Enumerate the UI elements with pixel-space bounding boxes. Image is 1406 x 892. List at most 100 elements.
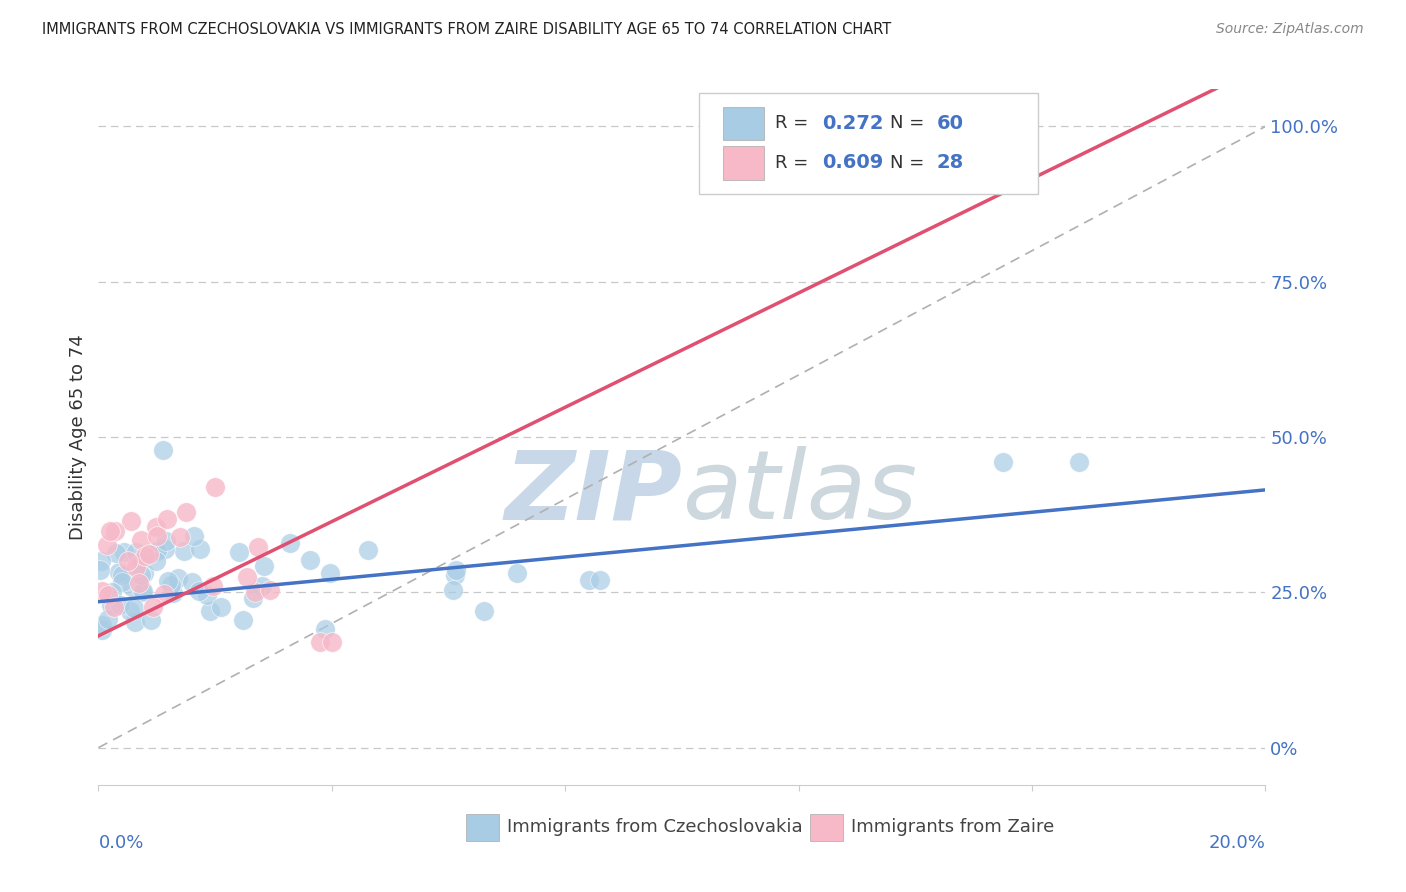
Point [101,584,124,599]
Point [242,591,264,606]
Point [162,586,184,600]
Point [204,480,226,494]
FancyBboxPatch shape [699,93,1038,194]
Text: 28: 28 [936,153,963,172]
Point [111,574,134,589]
Point [200,604,222,618]
Point [98,524,121,538]
Text: 60: 60 [936,114,963,133]
Text: 0.272: 0.272 [823,114,883,133]
Point [111,567,134,582]
Point [117,554,139,568]
Y-axis label: Disability Age 65 to 74: Disability Age 65 to 74 [69,334,87,540]
Point [183,529,205,543]
Point [122,601,145,615]
Point [96,538,118,552]
Point [145,544,167,558]
Point [309,635,332,649]
Point [90,554,112,568]
Point [97,588,120,602]
Point [90,618,112,632]
Point [132,584,155,599]
Point [138,547,160,561]
Point [506,566,529,581]
Text: 20.0%: 20.0% [1209,834,1265,852]
Point [180,574,202,589]
Point [155,533,177,548]
Point [444,563,467,577]
Text: 0.609: 0.609 [823,153,883,172]
Point [246,541,269,555]
Point [173,544,195,558]
Point [145,553,167,567]
Point [232,613,254,627]
Point [1067,455,1090,469]
Point [97,612,120,626]
Point [100,598,122,612]
Point [299,553,322,567]
Text: Source: ZipAtlas.com: Source: ZipAtlas.com [1216,22,1364,37]
Point [91,623,114,637]
Point [129,533,152,547]
Text: 0.0%: 0.0% [98,834,143,852]
Point [253,559,276,574]
Point [105,546,128,560]
Point [152,442,174,457]
Point [174,505,197,519]
Point [236,569,259,583]
Text: ZIP: ZIP [503,446,682,540]
Point [991,455,1014,469]
Point [444,567,467,582]
Point [128,576,150,591]
Point [139,613,162,627]
Text: N =: N = [890,154,929,172]
Point [243,584,266,599]
Point [357,543,380,558]
Point [169,530,191,544]
Text: R =: R = [775,154,814,172]
Point [319,566,342,580]
Point [134,549,156,564]
Point [166,571,188,585]
Point [108,566,131,580]
Point [89,563,111,577]
Point [202,579,225,593]
Point [159,578,181,592]
Point [108,598,131,612]
Point [129,555,152,569]
Point [321,635,343,649]
Bar [723,106,763,140]
Text: Immigrants from Czechoslovakia: Immigrants from Czechoslovakia [508,818,803,837]
Text: IMMIGRANTS FROM CZECHOSLOVAKIA VS IMMIGRANTS FROM ZAIRE DISABILITY AGE 65 TO 74 : IMMIGRANTS FROM CZECHOSLOVAKIA VS IMMIGR… [42,22,891,37]
Point [121,580,143,594]
Point [131,585,153,599]
Point [259,582,281,597]
Point [156,574,179,588]
Point [252,579,274,593]
Point [155,542,177,557]
Bar [810,814,844,840]
Text: atlas: atlas [682,446,917,540]
Point [145,520,167,534]
Point [142,599,165,614]
Bar [723,146,763,179]
Point [103,524,125,538]
Point [156,512,179,526]
Point [578,573,600,587]
Point [120,514,142,528]
Point [103,600,125,615]
Text: Immigrants from Zaire: Immigrants from Zaire [851,818,1054,837]
Point [441,583,464,598]
Point [209,599,232,614]
Point [125,545,148,559]
Text: R =: R = [775,114,814,132]
Point [474,604,496,618]
Point [120,604,142,618]
Point [125,560,148,574]
Point [153,587,176,601]
Point [146,529,169,543]
Point [195,589,218,603]
Point [589,573,612,587]
Point [91,584,114,599]
Point [187,583,209,598]
